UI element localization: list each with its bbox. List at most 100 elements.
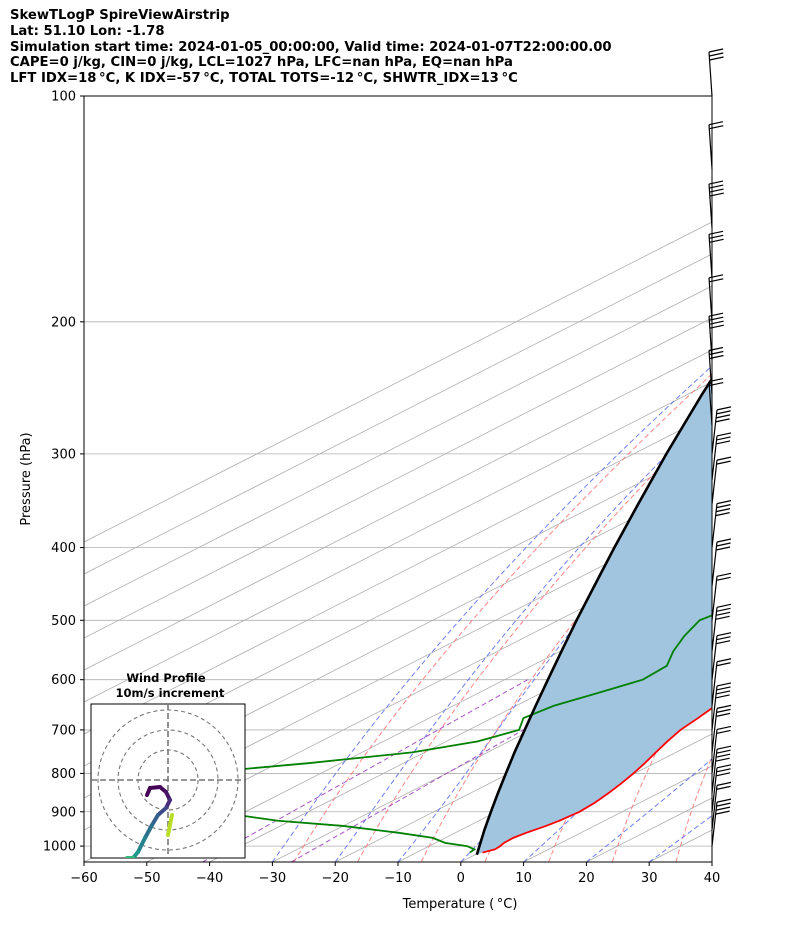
- wind-barb: [711, 572, 732, 621]
- x-tick-label: −20: [321, 871, 348, 886]
- wind-barb-staff: [711, 708, 718, 753]
- moist-adiabat-line: [334, 408, 712, 862]
- wind-barb-flag: [716, 798, 732, 803]
- wind-barb: [708, 121, 724, 169]
- isotherm-line: [84, 541, 712, 862]
- wind-barb-flag: [716, 708, 731, 713]
- wind-barb-staff: [711, 576, 718, 621]
- wind-barb-flag: [716, 636, 731, 641]
- wind-barb-flag: [708, 121, 724, 126]
- isotherm-line: [84, 285, 712, 607]
- wind-barb-flag: [709, 125, 724, 130]
- wind-barb-flag: [709, 354, 724, 360]
- y-tick-label: 1000: [43, 840, 76, 855]
- isotherm-line: [84, 413, 712, 735]
- wind-barb-flag: [716, 686, 731, 691]
- wind-barb-staff: [711, 541, 718, 587]
- wind-barb-flag: [715, 546, 731, 551]
- y-tick-label: 900: [51, 805, 76, 820]
- dry-adiabat-line: [357, 413, 712, 862]
- y-tick-label: 500: [51, 614, 76, 629]
- wind-barb-flag: [716, 603, 732, 608]
- wind-barb-staff: [708, 381, 713, 426]
- hodograph-segment: [136, 836, 147, 854]
- temperature-line: [482, 707, 712, 854]
- wind-barb-flag: [715, 640, 731, 645]
- wind-barb-flag: [709, 350, 724, 356]
- wind-barb-flag: [715, 508, 731, 513]
- wind-barb-flag: [715, 806, 731, 811]
- wind-barb-flag: [716, 632, 732, 637]
- wind-barb-flag: [715, 611, 731, 616]
- wind-barb: [708, 312, 724, 361]
- wind-barb-flag: [709, 320, 724, 325]
- x-axis-label: Temperature ( °C): [402, 897, 518, 912]
- dewpoint-line: [90, 614, 712, 854]
- location-line: Lat: 51.10 Lon: -1.78: [10, 23, 165, 39]
- dry-adiabat-line: [420, 459, 712, 862]
- wind-barb-flag: [716, 745, 732, 750]
- x-tick-label: 20: [578, 871, 595, 886]
- wind-barb: [711, 781, 732, 830]
- wind-barb-flag: [716, 572, 732, 577]
- wind-barb: [711, 632, 732, 680]
- times-line: Simulation start time: 2024-01-05_00:00:…: [10, 39, 612, 55]
- y-tick-label: 200: [51, 315, 76, 330]
- wind-barb: [711, 500, 732, 548]
- wind-barb-flag: [715, 712, 731, 717]
- wind-barb-flag: [716, 682, 732, 687]
- wind-barb-staff: [711, 685, 718, 730]
- wind-barb: [711, 764, 732, 812]
- x-tick-label: −30: [259, 871, 286, 886]
- wind-barb-flag: [716, 500, 732, 505]
- isotherm-line: [84, 349, 712, 671]
- moist-adiabat-line: [586, 758, 712, 862]
- wind-barb-flag: [716, 436, 731, 441]
- wind-barb-flag: [715, 418, 730, 423]
- wind-barb: [711, 725, 732, 774]
- axes: −60 −50 −40 −30 −20 −10 0 10 20 30 40 1000 900 800 700…: [43, 90, 720, 887]
- wind-barb-flag: [709, 381, 724, 387]
- wind-barb-staff: [708, 316, 713, 361]
- wind-barb-flag: [708, 274, 724, 279]
- wind-barb-staff: [711, 749, 718, 794]
- wind-barb: [711, 745, 732, 794]
- cin-shaded-area: [476, 378, 712, 855]
- wind-barb-flag: [709, 184, 724, 189]
- dry-adiabat-line: [740, 96, 794, 862]
- isotherm-line: [84, 317, 712, 639]
- wind-barb-staff: [708, 184, 713, 229]
- wind-barb-flag: [716, 607, 731, 612]
- mixing-ratio-line: [202, 679, 529, 862]
- wind-barb-flag: [709, 324, 724, 329]
- inset-subtitle: 10m/s increment: [116, 686, 225, 700]
- wind-barb: [711, 798, 732, 847]
- wind-barb-staff: [711, 435, 718, 481]
- wind-barb: [711, 704, 732, 753]
- wind-barb-flag: [716, 749, 731, 754]
- hodograph-segment: [166, 813, 174, 837]
- isotherm-line: [84, 509, 712, 831]
- x-tick-label: 40: [704, 871, 721, 886]
- wind-barb-staff: [711, 607, 718, 652]
- x-tick-label: −10: [384, 871, 411, 886]
- y-tick-label: 300: [51, 447, 76, 462]
- y-tick-label: 700: [51, 723, 76, 738]
- x-tick-label: −50: [133, 871, 160, 886]
- wind-barb-flag: [709, 278, 724, 283]
- isotherm-line: [209, 605, 712, 862]
- wind-barb-staff: [708, 277, 713, 322]
- wind-barb: [708, 377, 724, 426]
- wind-barb: [708, 346, 724, 395]
- plot-area: [84, 96, 794, 862]
- wind-barb-flag: [716, 460, 731, 465]
- indices-line: LFT IDX=18 °C, K IDX=-57 °C, TOTAL TOTS=…: [10, 71, 518, 87]
- wind-barb-flag: [709, 238, 724, 243]
- params-line: CAPE=0 j/kg, CIN=0 j/kg, LCL=1027 hPa, L…: [10, 55, 513, 71]
- moist-adiabat-line: [397, 464, 712, 862]
- parcel-profile-line: [475, 376, 712, 856]
- wind-barb-flag: [709, 192, 724, 197]
- wind-barb-flag: [709, 52, 724, 57]
- wind-barb-flag: [716, 785, 731, 790]
